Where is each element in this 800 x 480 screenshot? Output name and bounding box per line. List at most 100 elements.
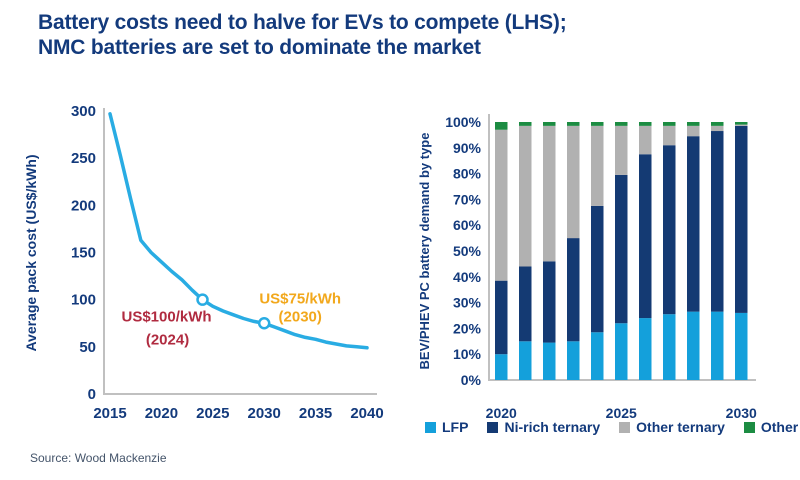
line-chart-x-tick: 2020: [145, 405, 178, 422]
bar-segment: [591, 205, 604, 333]
line-chart-x-tick: 2025: [196, 405, 229, 422]
bar-segment: [591, 332, 604, 380]
bar-segment: [567, 122, 580, 126]
bar-segment: [687, 125, 700, 137]
bar-chart-y-tick: 80%: [453, 166, 482, 182]
bar-chart-y-tick: 40%: [453, 269, 482, 285]
line-chart-y-tick: 300: [71, 103, 96, 120]
pack-cost-line-chart: Average pack cost (US$/kWh) 0 50 100 150 200…: [23, 103, 384, 422]
bar-segment: [495, 280, 508, 355]
bar-chart-y-tick: 70%: [453, 191, 482, 207]
annotation-line1: US$100/kWh: [121, 309, 211, 326]
legend-label-ni-rich-ternary: Ni-rich ternary: [504, 419, 601, 435]
line-marker: [257, 317, 271, 330]
bar-chart-y-tick: 20%: [453, 320, 482, 336]
ni-rich-ternary-swatch-icon: [487, 421, 499, 433]
bar-segment: [663, 145, 676, 315]
annotation-line2: (2030): [279, 308, 322, 325]
bar-segment: [519, 122, 532, 126]
bar-segment: [615, 174, 628, 324]
bar-chart-plot-area: 0% 10% 20% 30% 40% 50% 60% 70% 80% 90% 100% 2020 202…: [445, 114, 757, 421]
bar-segment: [495, 129, 508, 281]
line-chart-y-tick: 0: [88, 386, 96, 403]
bar-segment: [543, 122, 556, 126]
line-chart-x-tick: 2015: [93, 405, 126, 422]
other-swatch-icon: [743, 421, 755, 433]
bar-segment: [639, 154, 652, 319]
bar-segment: [519, 266, 532, 342]
bar-segment: [591, 122, 604, 126]
legend-label-other: Other: [760, 419, 799, 435]
bar-segment: [495, 354, 508, 380]
source-note: Source: Wood Mackenzie: [30, 451, 167, 465]
bar-segment: [567, 341, 580, 380]
bar-segment: [711, 122, 724, 126]
bar-segment: [663, 314, 676, 380]
bar-segment: [687, 122, 700, 126]
figure-title: Battery costs need to halve for EVs to c…: [38, 10, 567, 60]
bar-segment: [519, 341, 532, 380]
legend-item-other-ternary: Other ternary: [619, 419, 725, 435]
line-chart-y-tick: 200: [71, 197, 96, 214]
bar-segment: [663, 122, 676, 126]
bar-chart-legend: LFP Ni-rich ternary Other ternary Other: [425, 419, 798, 435]
line-marker: [196, 293, 209, 306]
bar-chart-y-tick: 90%: [453, 140, 482, 156]
lfp-swatch-icon: [425, 421, 436, 433]
bar-chart-x-tick: 2030: [726, 405, 757, 421]
bar-segment: [519, 125, 532, 267]
bar-segment: [735, 124, 748, 126]
annotation-line1: US$75/kWh: [259, 290, 341, 307]
other-ternary-swatch-icon: [619, 421, 631, 433]
line-chart-y-tick: 250: [71, 150, 96, 167]
line-chart-y-tick: 50: [79, 339, 96, 356]
line-chart-x-tick: 2030: [248, 405, 281, 422]
figure-title-line2: NMC batteries are set to dominate the ma…: [38, 36, 481, 59]
legend-item-ni-rich-ternary: Ni-rich ternary: [487, 419, 600, 435]
bar-segment: [543, 261, 556, 343]
line-chart-x-tick: 2040: [350, 405, 383, 422]
legend-item-lfp: LFP: [425, 419, 468, 435]
battery-demand-bar-chart: BEV/PHEV PC battery demand by type 0% 10%…: [417, 114, 757, 421]
pack-cost-line: [108, 112, 369, 350]
line-chart-y-axis-title: Average pack cost (US$/kWh): [23, 154, 39, 351]
bar-segment: [735, 312, 748, 380]
line-chart-plot-area: 0 50 100 150 200 250 300 2015 2020 2025 2030 2035 20…: [71, 103, 384, 422]
bar-segment: [591, 125, 604, 206]
bar-chart-y-tick: 0%: [461, 372, 482, 388]
bar-chart-y-tick: 10%: [453, 346, 482, 362]
bar-segment: [711, 311, 724, 380]
bar-segment: [567, 125, 580, 239]
line-chart-y-tick: 100: [71, 292, 96, 309]
line-chart-y-tick: 150: [71, 245, 96, 262]
annotation-line2: (2024): [146, 332, 189, 349]
bar-segment: [495, 122, 508, 130]
bar-segment: [735, 125, 748, 313]
bar-chart-x-tick: 2025: [606, 405, 637, 421]
bar-chart-y-tick: 50%: [453, 243, 482, 259]
legend-label-other-ternary: Other ternary: [636, 419, 725, 435]
bar-chart-y-tick: 60%: [453, 217, 482, 233]
bar-segment: [711, 131, 724, 312]
bar-segment: [687, 136, 700, 312]
bar-segment: [615, 125, 628, 175]
bar-chart-y-axis-title: BEV/PHEV PC battery demand by type: [417, 133, 432, 370]
figure-title-line1: Battery costs need to halve for EVs to c…: [38, 11, 567, 34]
bar-segment: [543, 342, 556, 380]
line-chart-x-tick: 2035: [299, 405, 332, 422]
legend-label-lfp: LFP: [442, 419, 469, 435]
bar-segment: [735, 122, 748, 125]
bar-chart-y-tick: 100%: [445, 114, 481, 130]
bar-segment: [663, 125, 676, 146]
bar-segment: [543, 125, 556, 262]
bar-segment: [639, 318, 652, 380]
bar-chart-y-tick: 30%: [453, 295, 482, 311]
bar-segment: [711, 125, 724, 132]
bar-segment: [615, 323, 628, 380]
bar-segment: [567, 238, 580, 342]
bar-segment: [639, 125, 652, 155]
legend-item-other: Other: [743, 419, 799, 435]
bar-chart-x-tick: 2020: [486, 405, 517, 421]
bar-segment: [687, 311, 700, 380]
